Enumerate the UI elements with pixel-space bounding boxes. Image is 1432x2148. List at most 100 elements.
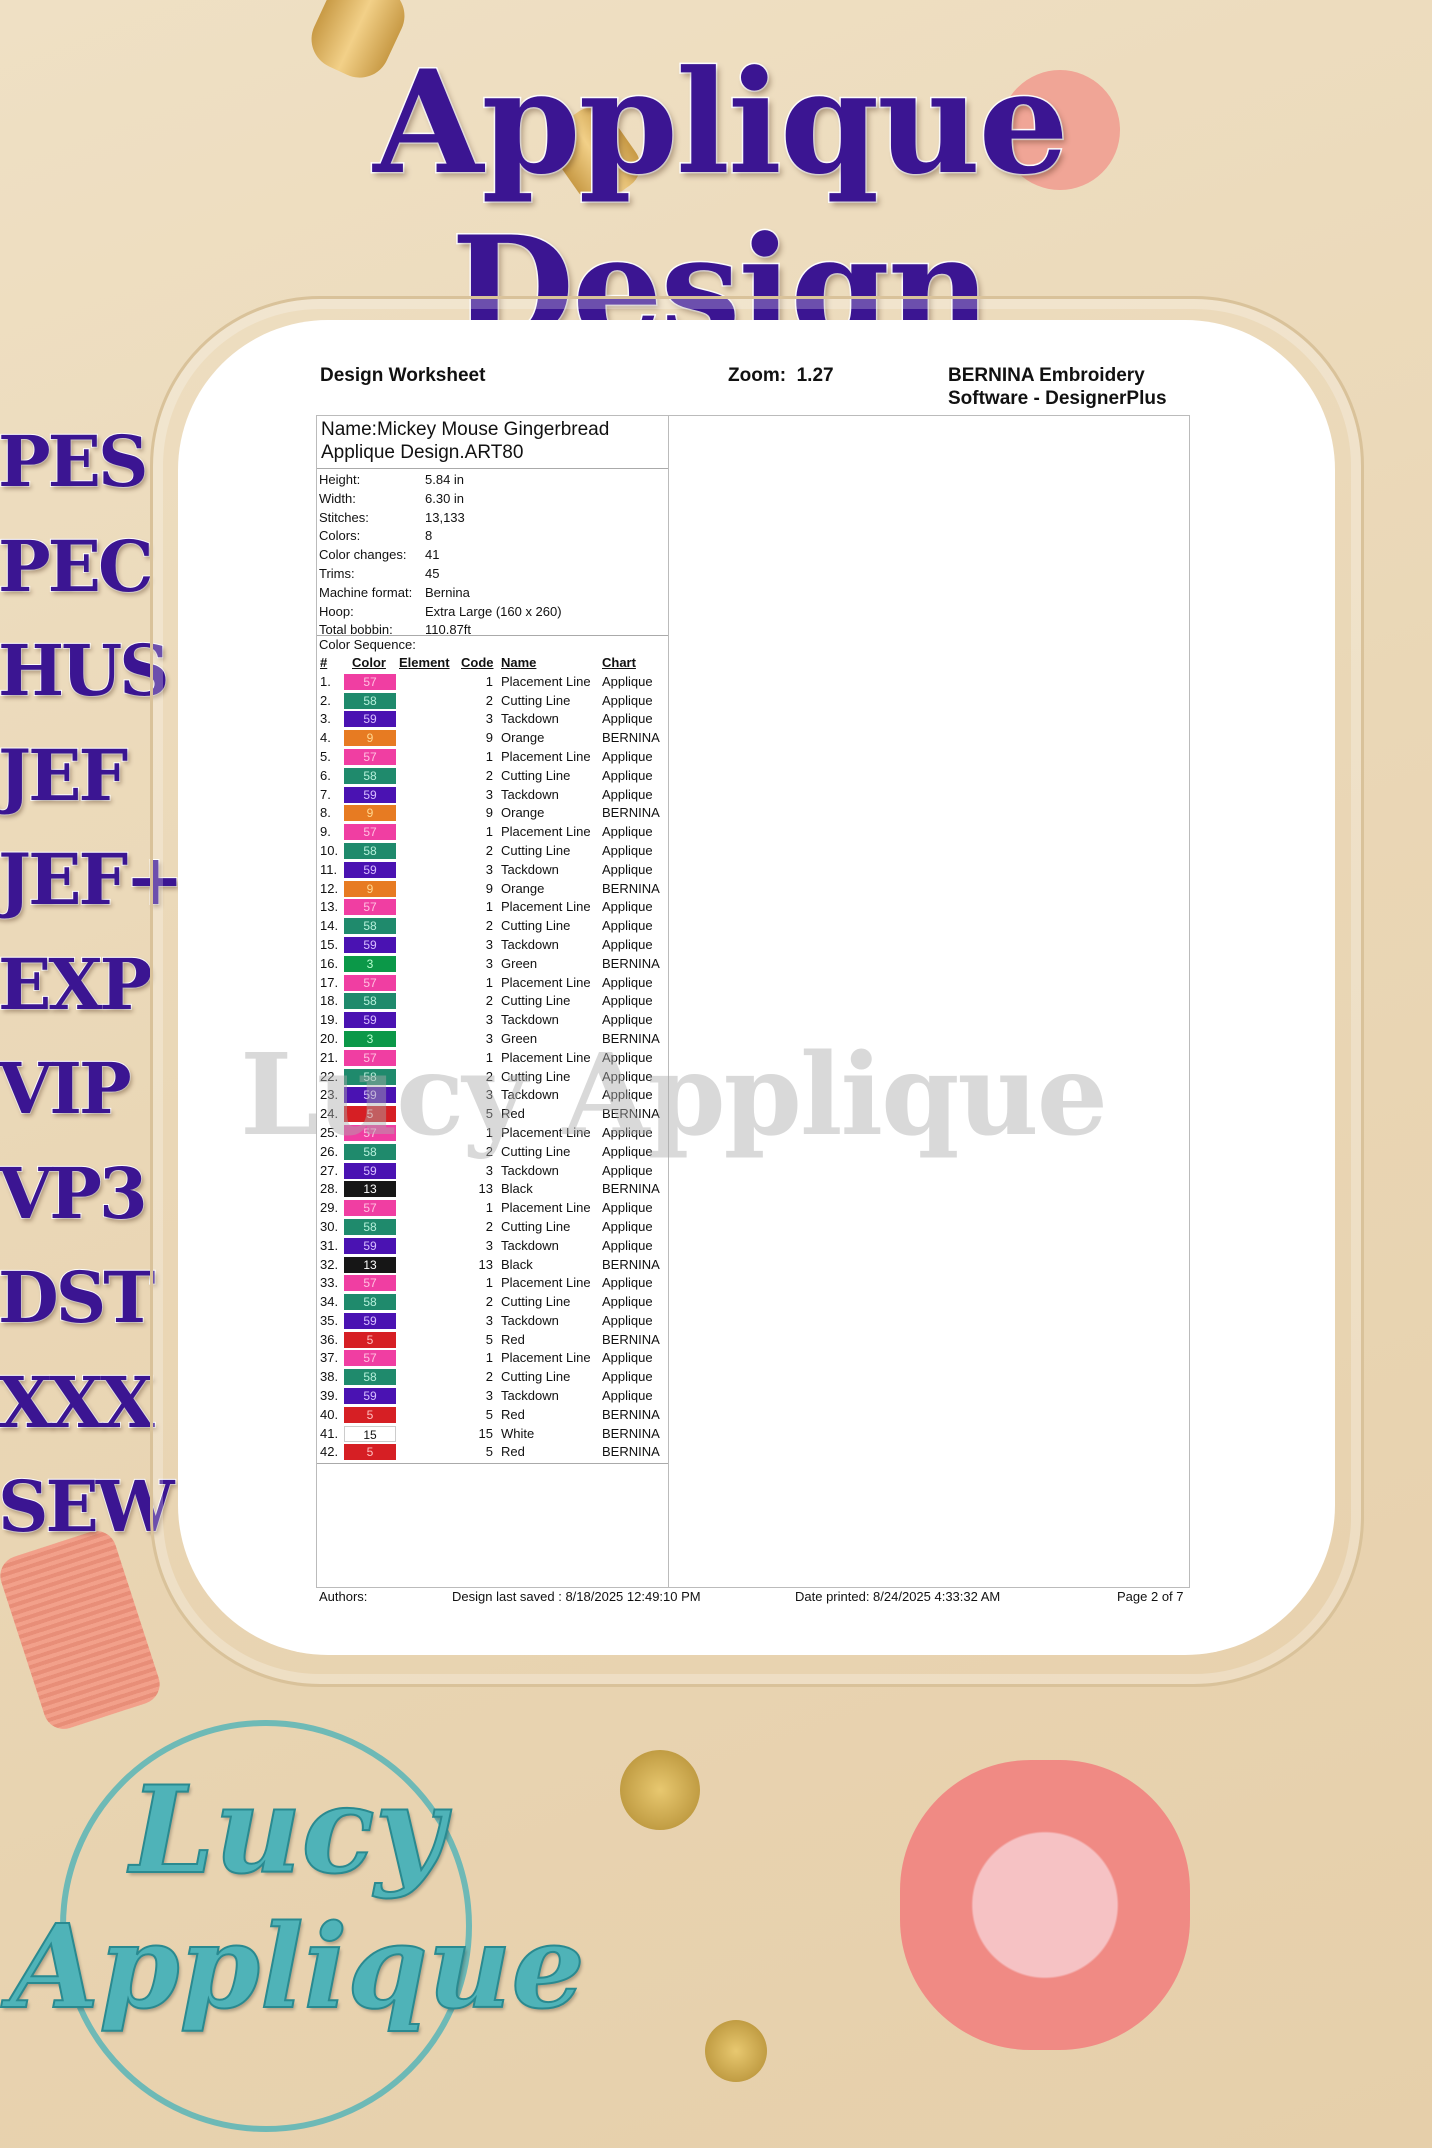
row-number: 24. (320, 1106, 339, 1122)
property-value: 8 (425, 528, 433, 544)
row-number: 40. (320, 1406, 339, 1422)
format-label: JEF+ (0, 837, 185, 922)
property-label: Total bobbin: (319, 622, 393, 638)
thread-code: 3 (485, 786, 493, 802)
table-end-divider (317, 1463, 668, 1464)
row-number: 22. (320, 1068, 339, 1084)
row-number: 3. (320, 711, 331, 727)
thread-name: Tackdown (501, 1162, 559, 1178)
col-element: Element (399, 655, 450, 670)
thread-code: 15 (478, 1425, 493, 1441)
thread-code: 3 (485, 936, 493, 952)
format-label: VP3 (0, 1151, 149, 1236)
thread-name: Orange (501, 730, 545, 746)
color-swatch: 59 (344, 786, 396, 803)
property-value: 5.84 in (425, 472, 465, 487)
table-row: 17. 57 1 Placement Line Applique (317, 974, 668, 993)
thread-chart: BERNINA (602, 880, 660, 896)
table-row: 37. 57 1 Placement Line Applique (317, 1349, 668, 1368)
row-number: 35. (320, 1312, 339, 1328)
thread-code: 2 (485, 993, 493, 1009)
thread-name: Tackdown (501, 861, 559, 877)
logo-ring (60, 1720, 472, 2132)
format-label: DST (0, 1255, 156, 1340)
thread-code: 3 (485, 1237, 493, 1253)
color-swatch: 5 (344, 1444, 396, 1461)
table-row: 18. 58 2 Cutting Line Applique (317, 992, 668, 1011)
thread-chart: Applique (602, 1068, 653, 1084)
table-row: 35. 59 3 Tackdown Applique (317, 1312, 668, 1331)
table-row: 32. 13 13 Black BERNINA (317, 1256, 668, 1275)
table-row: 19. 59 3 Tackdown Applique (317, 1011, 668, 1030)
format-label: XXX (0, 1360, 156, 1445)
table-row: 14. 58 2 Cutting Line Applique (317, 917, 668, 936)
color-swatch: 58 (344, 1218, 396, 1235)
thread-code: 1 (485, 1350, 493, 1366)
col-chart: Chart (602, 655, 636, 670)
color-swatch: 59 (344, 1237, 396, 1254)
thread-chart: Applique (602, 974, 653, 990)
color-sequence-rows: 1. 57 1 Placement Line Applique 2. 58 2 Cutting … (317, 673, 668, 1462)
thread-name: Black (501, 1181, 533, 1197)
color-swatch: 59 (344, 711, 396, 728)
row-number: 29. (320, 1200, 339, 1216)
thread-code: 13 (478, 1181, 493, 1197)
row-number: 39. (320, 1388, 339, 1404)
thread-chart: Applique (602, 1012, 653, 1028)
thread-chart: Applique (602, 767, 653, 783)
thread-name: Tackdown (501, 1388, 559, 1404)
thread-chart: BERNINA (602, 1406, 660, 1422)
table-row: 33. 57 1 Placement Line Applique (317, 1274, 668, 1293)
thread-code: 3 (485, 1012, 493, 1028)
thread-name: Placement Line (501, 1200, 591, 1216)
thread-code: 1 (485, 673, 493, 689)
row-number: 2. (320, 692, 331, 708)
thread-name: Cutting Line (501, 842, 571, 858)
logo-line-1: Lucy (129, 1759, 445, 1902)
row-number: 33. (320, 1275, 339, 1291)
thread-name: Tackdown (501, 1012, 559, 1028)
thread-code: 5 (485, 1444, 493, 1460)
color-sequence-header: # Color Element Code Name Chart (317, 654, 668, 673)
table-row: 22. 58 2 Cutting Line Applique (317, 1068, 668, 1087)
design-name-line-1: Name:Mickey Mouse Gingerbread (321, 419, 610, 440)
color-swatch: 59 (344, 1087, 396, 1104)
row-number: 32. (320, 1256, 339, 1272)
property-label: Hoop: (319, 603, 354, 619)
thread-code: 3 (485, 711, 493, 727)
footer-page: Page 2 of 7 (1117, 1589, 1184, 1604)
thread-name: Green (501, 1030, 538, 1046)
col-code: Code (461, 655, 494, 670)
pink-flower-decoration (900, 1760, 1190, 2050)
row-number: 7. (320, 786, 331, 802)
thread-code: 2 (485, 767, 493, 783)
table-row: 26. 58 2 Cutting Line Applique (317, 1143, 668, 1162)
row-number: 12. (320, 880, 339, 896)
thread-code: 3 (485, 1030, 493, 1046)
thread-chart: Applique (602, 936, 653, 952)
row-number: 19. (320, 1012, 339, 1028)
thread-name: Tackdown (501, 1312, 559, 1328)
thread-code: 2 (485, 1218, 493, 1234)
thread-chart: Applique (602, 993, 653, 1009)
property-row: Height: 5.84 in (319, 471, 666, 490)
color-swatch: 5 (344, 1331, 396, 1348)
thread-chart: Applique (602, 1237, 653, 1253)
color-swatch: 59 (344, 861, 396, 878)
table-row: 29. 57 1 Placement Line Applique (317, 1199, 668, 1218)
color-swatch: 59 (344, 1388, 396, 1405)
format-label: SEW (0, 1464, 176, 1549)
color-swatch: 3 (344, 1030, 396, 1047)
thread-code: 2 (485, 1294, 493, 1310)
thread-name: Red (501, 1106, 525, 1122)
worksheet-title: Design Worksheet (320, 365, 486, 386)
table-row: 9. 57 1 Placement Line Applique (317, 823, 668, 842)
color-swatch: 57 (344, 1200, 396, 1217)
table-row: 1. 57 1 Placement Line Applique (317, 673, 668, 692)
property-label: Stitches: (319, 509, 369, 525)
property-value: 13,133 (425, 509, 465, 525)
thread-chart: BERNINA (602, 1444, 660, 1460)
zoom-value: 1.27 (796, 365, 834, 386)
color-swatch: 57 (344, 1350, 396, 1367)
thread-name: Placement Line (501, 1275, 591, 1291)
